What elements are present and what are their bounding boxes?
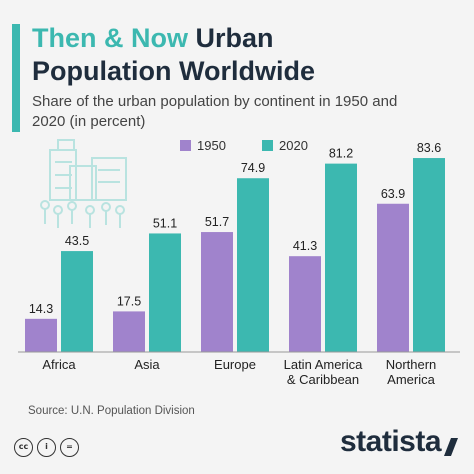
chart-legend: 1950 2020 (180, 138, 308, 153)
source-note: Source: U.N. Population Division (28, 405, 195, 417)
statista-logo-mark-icon (444, 438, 458, 456)
bar-2020-3 (325, 163, 357, 352)
data-label-1950-3: 41.3 (293, 239, 317, 253)
bar-1950-1 (113, 311, 145, 352)
bar-1950-3 (289, 256, 321, 352)
creative-commons-icon[interactable]: cc (14, 438, 33, 457)
data-label-2020-2: 74.9 (241, 161, 265, 175)
bar-2020-2 (237, 178, 269, 352)
bar-2020-1 (149, 233, 181, 352)
city-illustration-icon (40, 139, 127, 228)
data-label-1950-2: 51.7 (205, 215, 229, 229)
bar-1950-0 (25, 318, 57, 352)
x-tick-label-4-1: America (387, 372, 435, 387)
data-label-2020-3: 81.2 (329, 147, 353, 161)
title-rest: Urban (195, 23, 274, 53)
title-highlight: Then & Now (32, 23, 188, 53)
x-tick-label-3-1: & Caribbean (287, 372, 359, 387)
data-label-2020-1: 51.1 (153, 216, 177, 230)
x-tick-label-2-0: Europe (214, 357, 256, 372)
x-tick-label-0-0: Africa (42, 357, 76, 372)
bar-1950-2 (201, 232, 233, 352)
data-label-1950-4: 63.9 (381, 187, 405, 201)
chart-bars: 14.3 43.5 17.5 51.1 51.7 74.9 41.3 81.2 63.9 83.6 (25, 141, 445, 352)
legend-swatch-1950 (180, 140, 191, 151)
attribution-icon[interactable]: i (37, 438, 56, 457)
bar-2020-4 (413, 158, 445, 352)
chart-title: Then & Now Urban Population Worldwide (32, 22, 462, 88)
legend-label-1950: 1950 (197, 138, 226, 153)
bar-1950-4 (377, 203, 409, 352)
no-derivatives-icon[interactable]: = (60, 438, 79, 457)
x-tick-label-1-0: Asia (134, 357, 160, 372)
legend-swatch-2020 (262, 140, 273, 151)
legend-label-2020: 2020 (279, 138, 308, 153)
x-axis-labels: Africa Asia Europe Latin America& Caribbean… (42, 357, 436, 387)
bar-2020-0 (61, 251, 93, 352)
x-tick-label-4-0: Northern (386, 357, 437, 372)
statista-logo[interactable]: statista (340, 425, 442, 458)
license-icons: cc i = (14, 438, 79, 457)
chart-subtitle: Share of the urban population by contine… (32, 93, 398, 130)
title-line-2: Population Worldwide (32, 56, 315, 86)
data-label-1950-0: 14.3 (29, 302, 53, 316)
data-label-2020-4: 83.6 (417, 141, 441, 155)
data-label-2020-0: 43.5 (65, 234, 89, 248)
x-tick-label-3-0: Latin America (284, 357, 364, 372)
title-accent-bar (12, 24, 20, 132)
data-label-1950-1: 17.5 (117, 294, 141, 308)
